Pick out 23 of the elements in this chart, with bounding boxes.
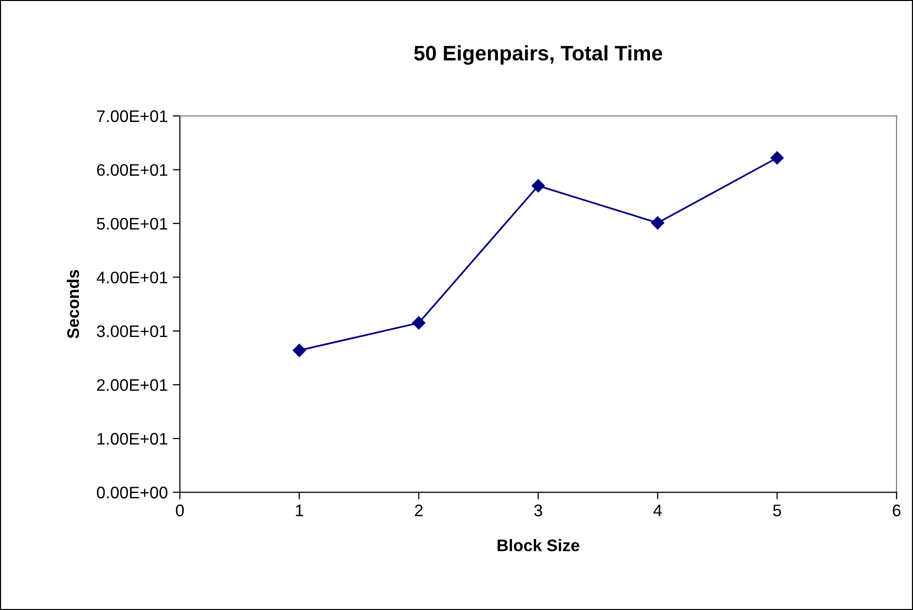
y-axis-title: Seconds [66, 270, 80, 338]
x-axis-title: Block Size [498, 539, 580, 552]
y-tick-label: 2.00E+01 [97, 379, 168, 391]
y-tick-label: 5.00E+01 [96, 218, 168, 230]
y-tick-label: 7.00E+01 [97, 110, 168, 122]
point [651, 216, 664, 230]
x-tick-label: 2 [414, 504, 423, 516]
y-tick-label: 6.00E+01 [97, 164, 168, 176]
y-tick-label: 1.00E+01 [98, 432, 168, 445]
x-tick-label: 6 [892, 504, 900, 516]
point [292, 344, 306, 357]
point [532, 179, 545, 192]
x-tick-label: 4 [653, 504, 662, 516]
point [770, 151, 784, 164]
point [412, 316, 426, 330]
chart-title: 50 Eigenpairs, Total Time [414, 45, 662, 65]
x-tick-label: 0 [176, 504, 184, 516]
y-tick-label: 3.00E+01 [96, 325, 168, 338]
x-tick-label: 1 [296, 504, 304, 516]
y-tick-label: 0.00E+00 [96, 486, 168, 498]
x-tick-label: 5 [773, 504, 782, 516]
y-tick-label: 4.00E+01 [96, 272, 168, 284]
x-tick-label: 3 [534, 504, 542, 516]
